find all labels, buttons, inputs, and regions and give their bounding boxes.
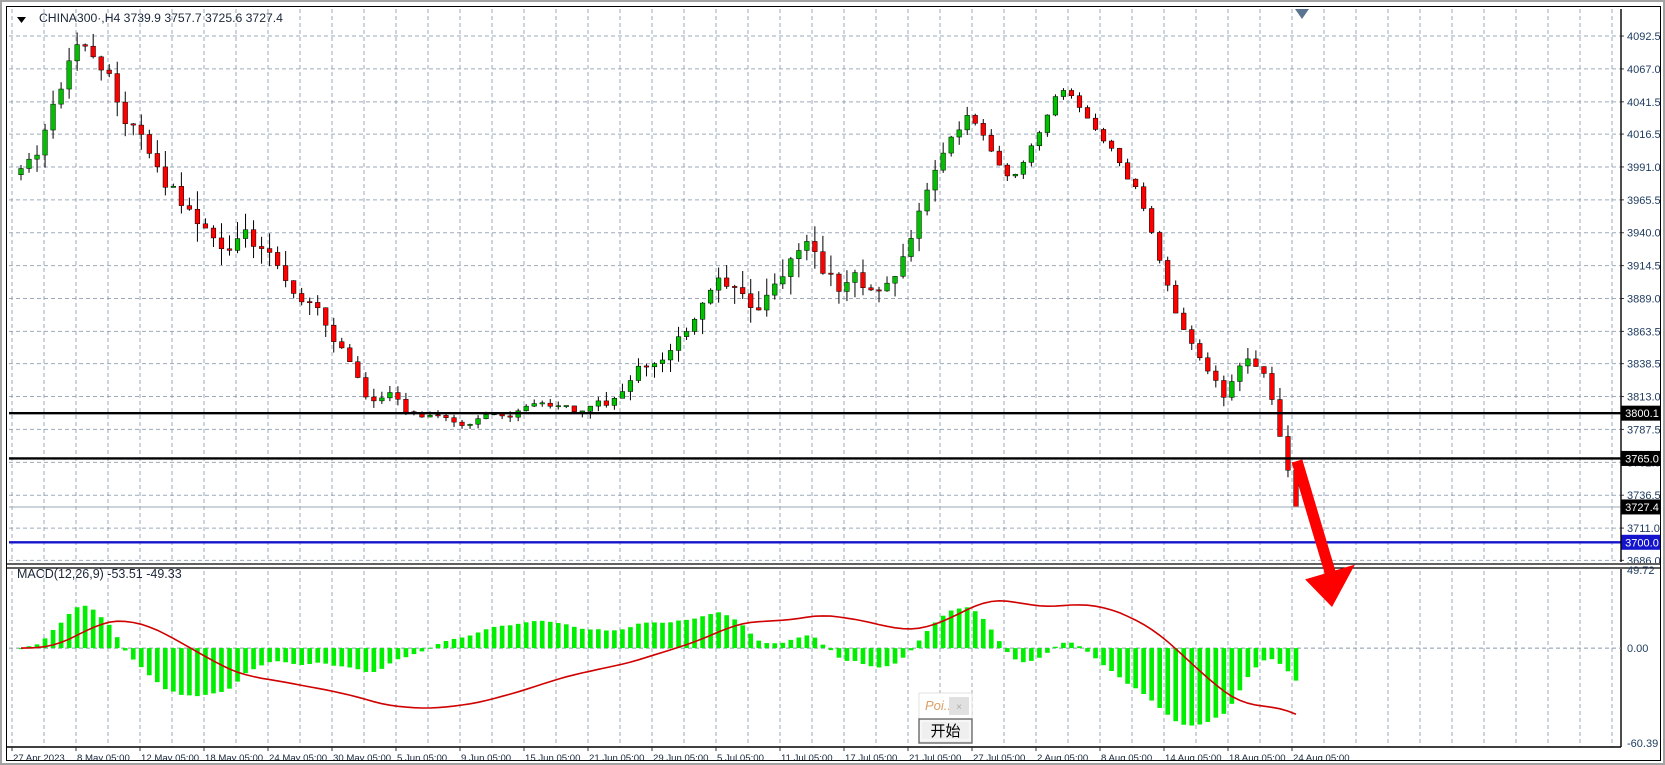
svg-text:11 Jul 05:00: 11 Jul 05:00 (781, 753, 833, 760)
svg-text:3991.0: 3991.0 (1627, 162, 1660, 174)
svg-text:17 Jul 05:00: 17 Jul 05:00 (845, 753, 897, 760)
svg-text:14 Aug 05:00: 14 Aug 05:00 (1165, 753, 1222, 760)
svg-text:24 Aug 05:00: 24 Aug 05:00 (1293, 753, 1350, 760)
svg-text:5 Jul 05:00: 5 Jul 05:00 (717, 753, 764, 760)
svg-text:3940.0: 3940.0 (1627, 228, 1660, 240)
svg-text:3889.0: 3889.0 (1627, 294, 1660, 306)
svg-text:3965.5: 3965.5 (1627, 195, 1660, 207)
svg-text:3800.1: 3800.1 (1625, 408, 1659, 420)
svg-text:3914.5: 3914.5 (1627, 261, 1660, 273)
svg-text:CHINA300·,H4 3739.9 3757.7 3: CHINA300·,H4 3739.9 3757.7 3725.6 3727.4 (39, 11, 283, 25)
svg-text:×: × (956, 702, 962, 713)
svg-text:49.72: 49.72 (1627, 565, 1655, 577)
svg-text:5 Jun 05:00: 5 Jun 05:00 (397, 753, 447, 760)
svg-text:21 Jun 05:00: 21 Jun 05:00 (589, 753, 644, 760)
svg-text:27 Apr 2023: 27 Apr 2023 (13, 753, 65, 760)
svg-text:3787.5: 3787.5 (1627, 424, 1660, 436)
svg-text:3813.0: 3813.0 (1627, 392, 1660, 404)
svg-text:3700.0: 3700.0 (1625, 537, 1659, 549)
svg-text:MACD(12,26,9) -53.51 -49.33: MACD(12,26,9) -53.51 -49.33 (17, 567, 182, 581)
svg-text:3711.0: 3711.0 (1627, 523, 1660, 535)
svg-text:29 Jun 05:00: 29 Jun 05:00 (653, 753, 708, 760)
svg-text:18 Aug 05:00: 18 Aug 05:00 (1229, 753, 1286, 760)
svg-text:8 May 05:00: 8 May 05:00 (77, 753, 130, 760)
svg-text:3863.5: 3863.5 (1627, 326, 1660, 338)
svg-text:8 Aug 05:00: 8 Aug 05:00 (1101, 753, 1152, 760)
svg-text:4041.5: 4041.5 (1627, 97, 1660, 109)
svg-text:18 May 05:00: 18 May 05:00 (205, 753, 263, 760)
svg-text:4092.5: 4092.5 (1627, 31, 1660, 43)
svg-text:3727.4: 3727.4 (1625, 502, 1659, 514)
svg-text:3838.5: 3838.5 (1627, 359, 1660, 371)
svg-text:-60.39: -60.39 (1627, 738, 1658, 750)
svg-text:21 Jul 05:00: 21 Jul 05:00 (909, 753, 961, 760)
svg-text:15 Jun 05:00: 15 Jun 05:00 (525, 753, 580, 760)
svg-text:开始: 开始 (930, 723, 960, 740)
svg-text:3765.0: 3765.0 (1625, 453, 1659, 465)
svg-text:2 Aug 05:00: 2 Aug 05:00 (1037, 753, 1088, 760)
svg-text:12 May 05:00: 12 May 05:00 (141, 753, 199, 760)
svg-text:30 May 05:00: 30 May 05:00 (333, 753, 391, 760)
svg-text:4067.0: 4067.0 (1627, 64, 1660, 76)
svg-text:9 Jun 05:00: 9 Jun 05:00 (461, 753, 511, 760)
svg-text:0.00: 0.00 (1627, 643, 1648, 655)
svg-text:24 May 05:00: 24 May 05:00 (269, 753, 327, 760)
svg-text:4016.5: 4016.5 (1627, 129, 1660, 141)
svg-text:27 Jul 05:00: 27 Jul 05:00 (973, 753, 1025, 760)
